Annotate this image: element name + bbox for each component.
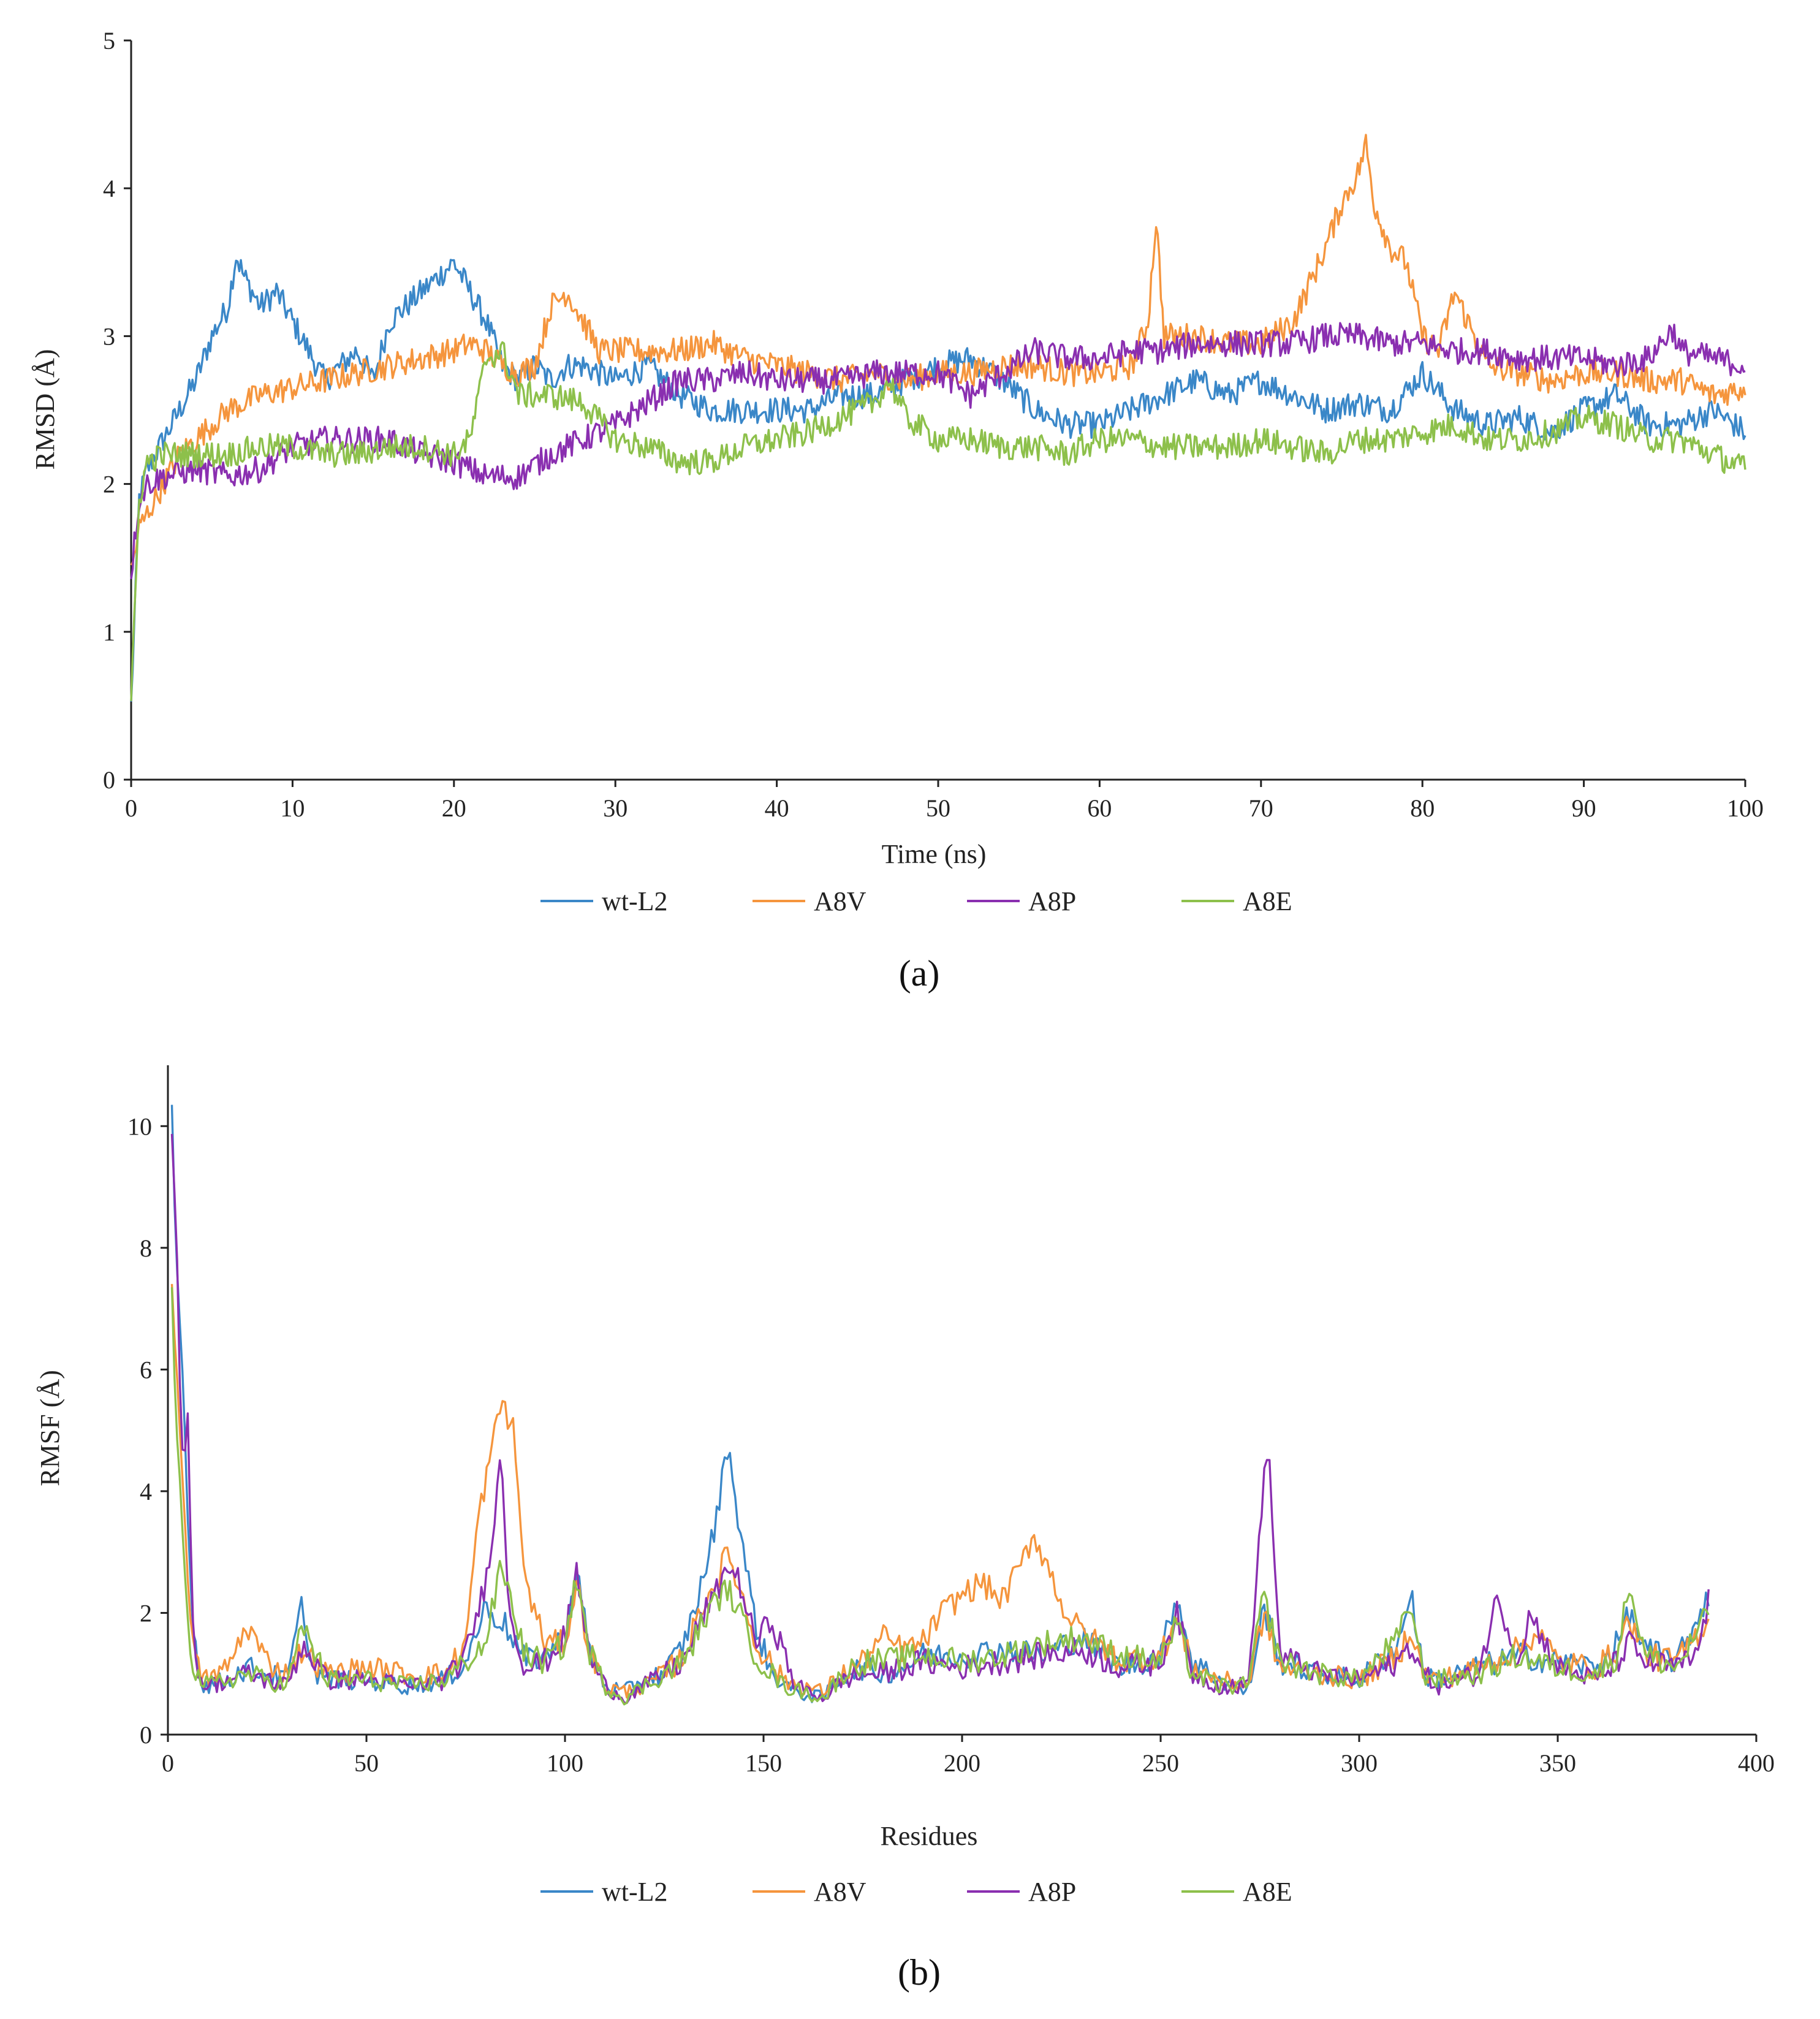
rmsf-legend-item-a8e: A8E — [1181, 1877, 1292, 1907]
rmsf-legend-label: wt-L2 — [602, 1877, 668, 1907]
rmsf-x-tick-label: 0 — [162, 1749, 174, 1777]
rmsd-x-tick-label: 60 — [1087, 794, 1112, 822]
rmsd-x-tick-label: 40 — [765, 794, 789, 822]
rmsd-series-a8e — [130, 341, 1746, 701]
rmsd-legend-label: A8V — [814, 886, 866, 916]
rmsd-x-tick-label: 0 — [125, 794, 137, 822]
rmsd-legend-label: A8P — [1028, 886, 1076, 916]
rmsf-panel-caption: (b) — [898, 1952, 941, 1993]
rmsf-legend-label: A8P — [1028, 1877, 1076, 1907]
rmsd-series-lines — [130, 134, 1746, 702]
rmsf-legend-label: A8E — [1243, 1877, 1292, 1907]
rmsd-legend-label: wt-L2 — [602, 886, 668, 916]
rmsd-legend-item-a8v: A8V — [753, 886, 866, 916]
rmsd-x-tick-label: 90 — [1572, 794, 1596, 822]
rmsd-legend-item-a8p: A8P — [967, 886, 1076, 916]
rmsf-y-tick-label: 10 — [127, 1112, 152, 1140]
rmsf-x-tick-label: 50 — [354, 1749, 379, 1777]
rmsf-legend-item-wt-l2: wt-L2 — [540, 1877, 668, 1907]
rmsf-y-tick-label: 0 — [140, 1721, 152, 1749]
rmsf-x-tick-label: 150 — [745, 1749, 782, 1777]
rmsd-y-tick-label: 4 — [103, 175, 115, 202]
rmsf-y-axis-label: RMSF (Å) — [35, 1370, 65, 1486]
rmsf-legend-item-a8p: A8P — [967, 1877, 1076, 1907]
rmsd-x-tick-label: 70 — [1249, 794, 1273, 822]
rmsd-legend-item-wt-l2: wt-L2 — [540, 886, 668, 916]
rmsf-series-a8e — [170, 1287, 1710, 1706]
rmsf-x-tick-label: 300 — [1341, 1749, 1378, 1777]
rmsf-y-tick-label: 8 — [140, 1234, 152, 1262]
rmsf-legend: wt-L2 A8V A8P A8E — [540, 1877, 1292, 1907]
rmsd-y-axis-label: RMSD (Å) — [30, 349, 60, 470]
rmsf-series-lines — [170, 1105, 1710, 1706]
rmsf-y-tick-label: 4 — [140, 1478, 152, 1505]
rmsf-x-tick-label: 100 — [547, 1749, 583, 1777]
rmsd-x-tick-label: 30 — [603, 794, 628, 822]
rmsd-series-a8p — [130, 322, 1746, 579]
rmsd-x-tick-label: 10 — [280, 794, 305, 822]
rmsf-y-tick-label: 6 — [140, 1356, 152, 1383]
rmsd-x-tick-label: 100 — [1727, 794, 1764, 822]
rmsd-x-axis-label: Time (ns) — [882, 839, 987, 869]
rmsd-x-tick-label: 20 — [442, 794, 466, 822]
rmsd-legend-item-a8e: A8E — [1181, 886, 1292, 916]
rmsd-legend-label: A8E — [1243, 886, 1292, 916]
rmsf-x-tick-label: 400 — [1738, 1749, 1775, 1777]
rmsd-x-tick-label: 80 — [1410, 794, 1435, 822]
rmsd-x-tick-label: 50 — [926, 794, 950, 822]
rmsf-legend-item-a8v: A8V — [753, 1877, 866, 1907]
rmsd-y-tick-label: 5 — [103, 27, 115, 55]
rmsf-x-tick-label: 250 — [1142, 1749, 1179, 1777]
rmsf-x-tick-label: 350 — [1539, 1749, 1576, 1777]
rmsd-y-tick-label: 3 — [103, 322, 115, 350]
rmsf-x-axis-label: Residues — [881, 1821, 978, 1851]
rmsd-y-tick-label: 2 — [103, 471, 115, 498]
rmsd-y-tick-label: 1 — [103, 618, 115, 646]
rmsf-x-tick-label: 200 — [944, 1749, 980, 1777]
rmsf-legend-label: A8V — [814, 1877, 866, 1907]
rmsd-panel-caption: (a) — [899, 953, 940, 994]
rmsd-y-tick-label: 0 — [103, 766, 115, 794]
rmsd-legend: wt-L2 A8V A8P A8E — [540, 886, 1292, 916]
rmsf-y-tick-label: 2 — [140, 1599, 152, 1627]
